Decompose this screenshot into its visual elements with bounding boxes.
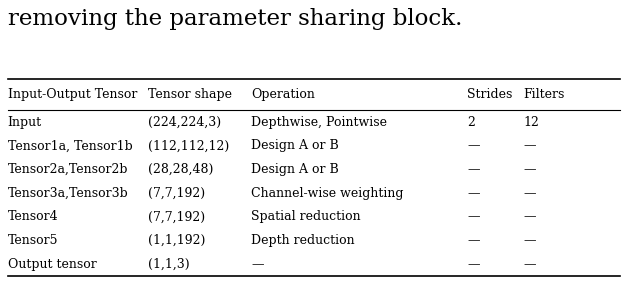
Text: Filters: Filters bbox=[524, 88, 565, 101]
Text: —: — bbox=[467, 187, 480, 200]
Text: —: — bbox=[524, 210, 536, 223]
Text: —: — bbox=[467, 210, 480, 223]
Text: —: — bbox=[467, 234, 480, 247]
Text: (7,7,192): (7,7,192) bbox=[148, 187, 205, 200]
Text: removing the parameter sharing block.: removing the parameter sharing block. bbox=[8, 9, 462, 31]
Text: —: — bbox=[467, 163, 480, 176]
Text: Spatial reduction: Spatial reduction bbox=[251, 210, 361, 223]
Text: 12: 12 bbox=[524, 116, 539, 129]
Text: —: — bbox=[524, 187, 536, 200]
Text: —: — bbox=[467, 258, 480, 271]
Text: —: — bbox=[524, 234, 536, 247]
Text: —: — bbox=[467, 140, 480, 152]
Text: Tensor4: Tensor4 bbox=[8, 210, 58, 223]
Text: Depthwise, Pointwise: Depthwise, Pointwise bbox=[251, 116, 387, 129]
Text: (7,7,192): (7,7,192) bbox=[148, 210, 205, 223]
Text: (1,1,3): (1,1,3) bbox=[148, 258, 190, 271]
Text: Tensor1a, Tensor1b: Tensor1a, Tensor1b bbox=[8, 140, 133, 152]
Text: 2: 2 bbox=[467, 116, 475, 129]
Text: Channel-wise weighting: Channel-wise weighting bbox=[251, 187, 404, 200]
Text: Operation: Operation bbox=[251, 88, 315, 101]
Text: Design A or B: Design A or B bbox=[251, 140, 339, 152]
Text: Depth reduction: Depth reduction bbox=[251, 234, 355, 247]
Text: —: — bbox=[524, 140, 536, 152]
Text: —: — bbox=[524, 258, 536, 271]
Text: Strides: Strides bbox=[467, 88, 512, 101]
Text: (1,1,192): (1,1,192) bbox=[148, 234, 206, 247]
Text: —: — bbox=[524, 163, 536, 176]
Text: Tensor5: Tensor5 bbox=[8, 234, 58, 247]
Text: Tensor3a,Tensor3b: Tensor3a,Tensor3b bbox=[8, 187, 128, 200]
Text: Input-Output Tensor: Input-Output Tensor bbox=[8, 88, 137, 101]
Text: (28,28,48): (28,28,48) bbox=[148, 163, 214, 176]
Text: (224,224,3): (224,224,3) bbox=[148, 116, 222, 129]
Text: —: — bbox=[251, 258, 264, 271]
Text: Design A or B: Design A or B bbox=[251, 163, 339, 176]
Text: Tensor shape: Tensor shape bbox=[148, 88, 232, 101]
Text: (112,112,12): (112,112,12) bbox=[148, 140, 230, 152]
Text: Input: Input bbox=[8, 116, 42, 129]
Text: Output tensor: Output tensor bbox=[8, 258, 96, 271]
Text: Tensor2a,Tensor2b: Tensor2a,Tensor2b bbox=[8, 163, 128, 176]
